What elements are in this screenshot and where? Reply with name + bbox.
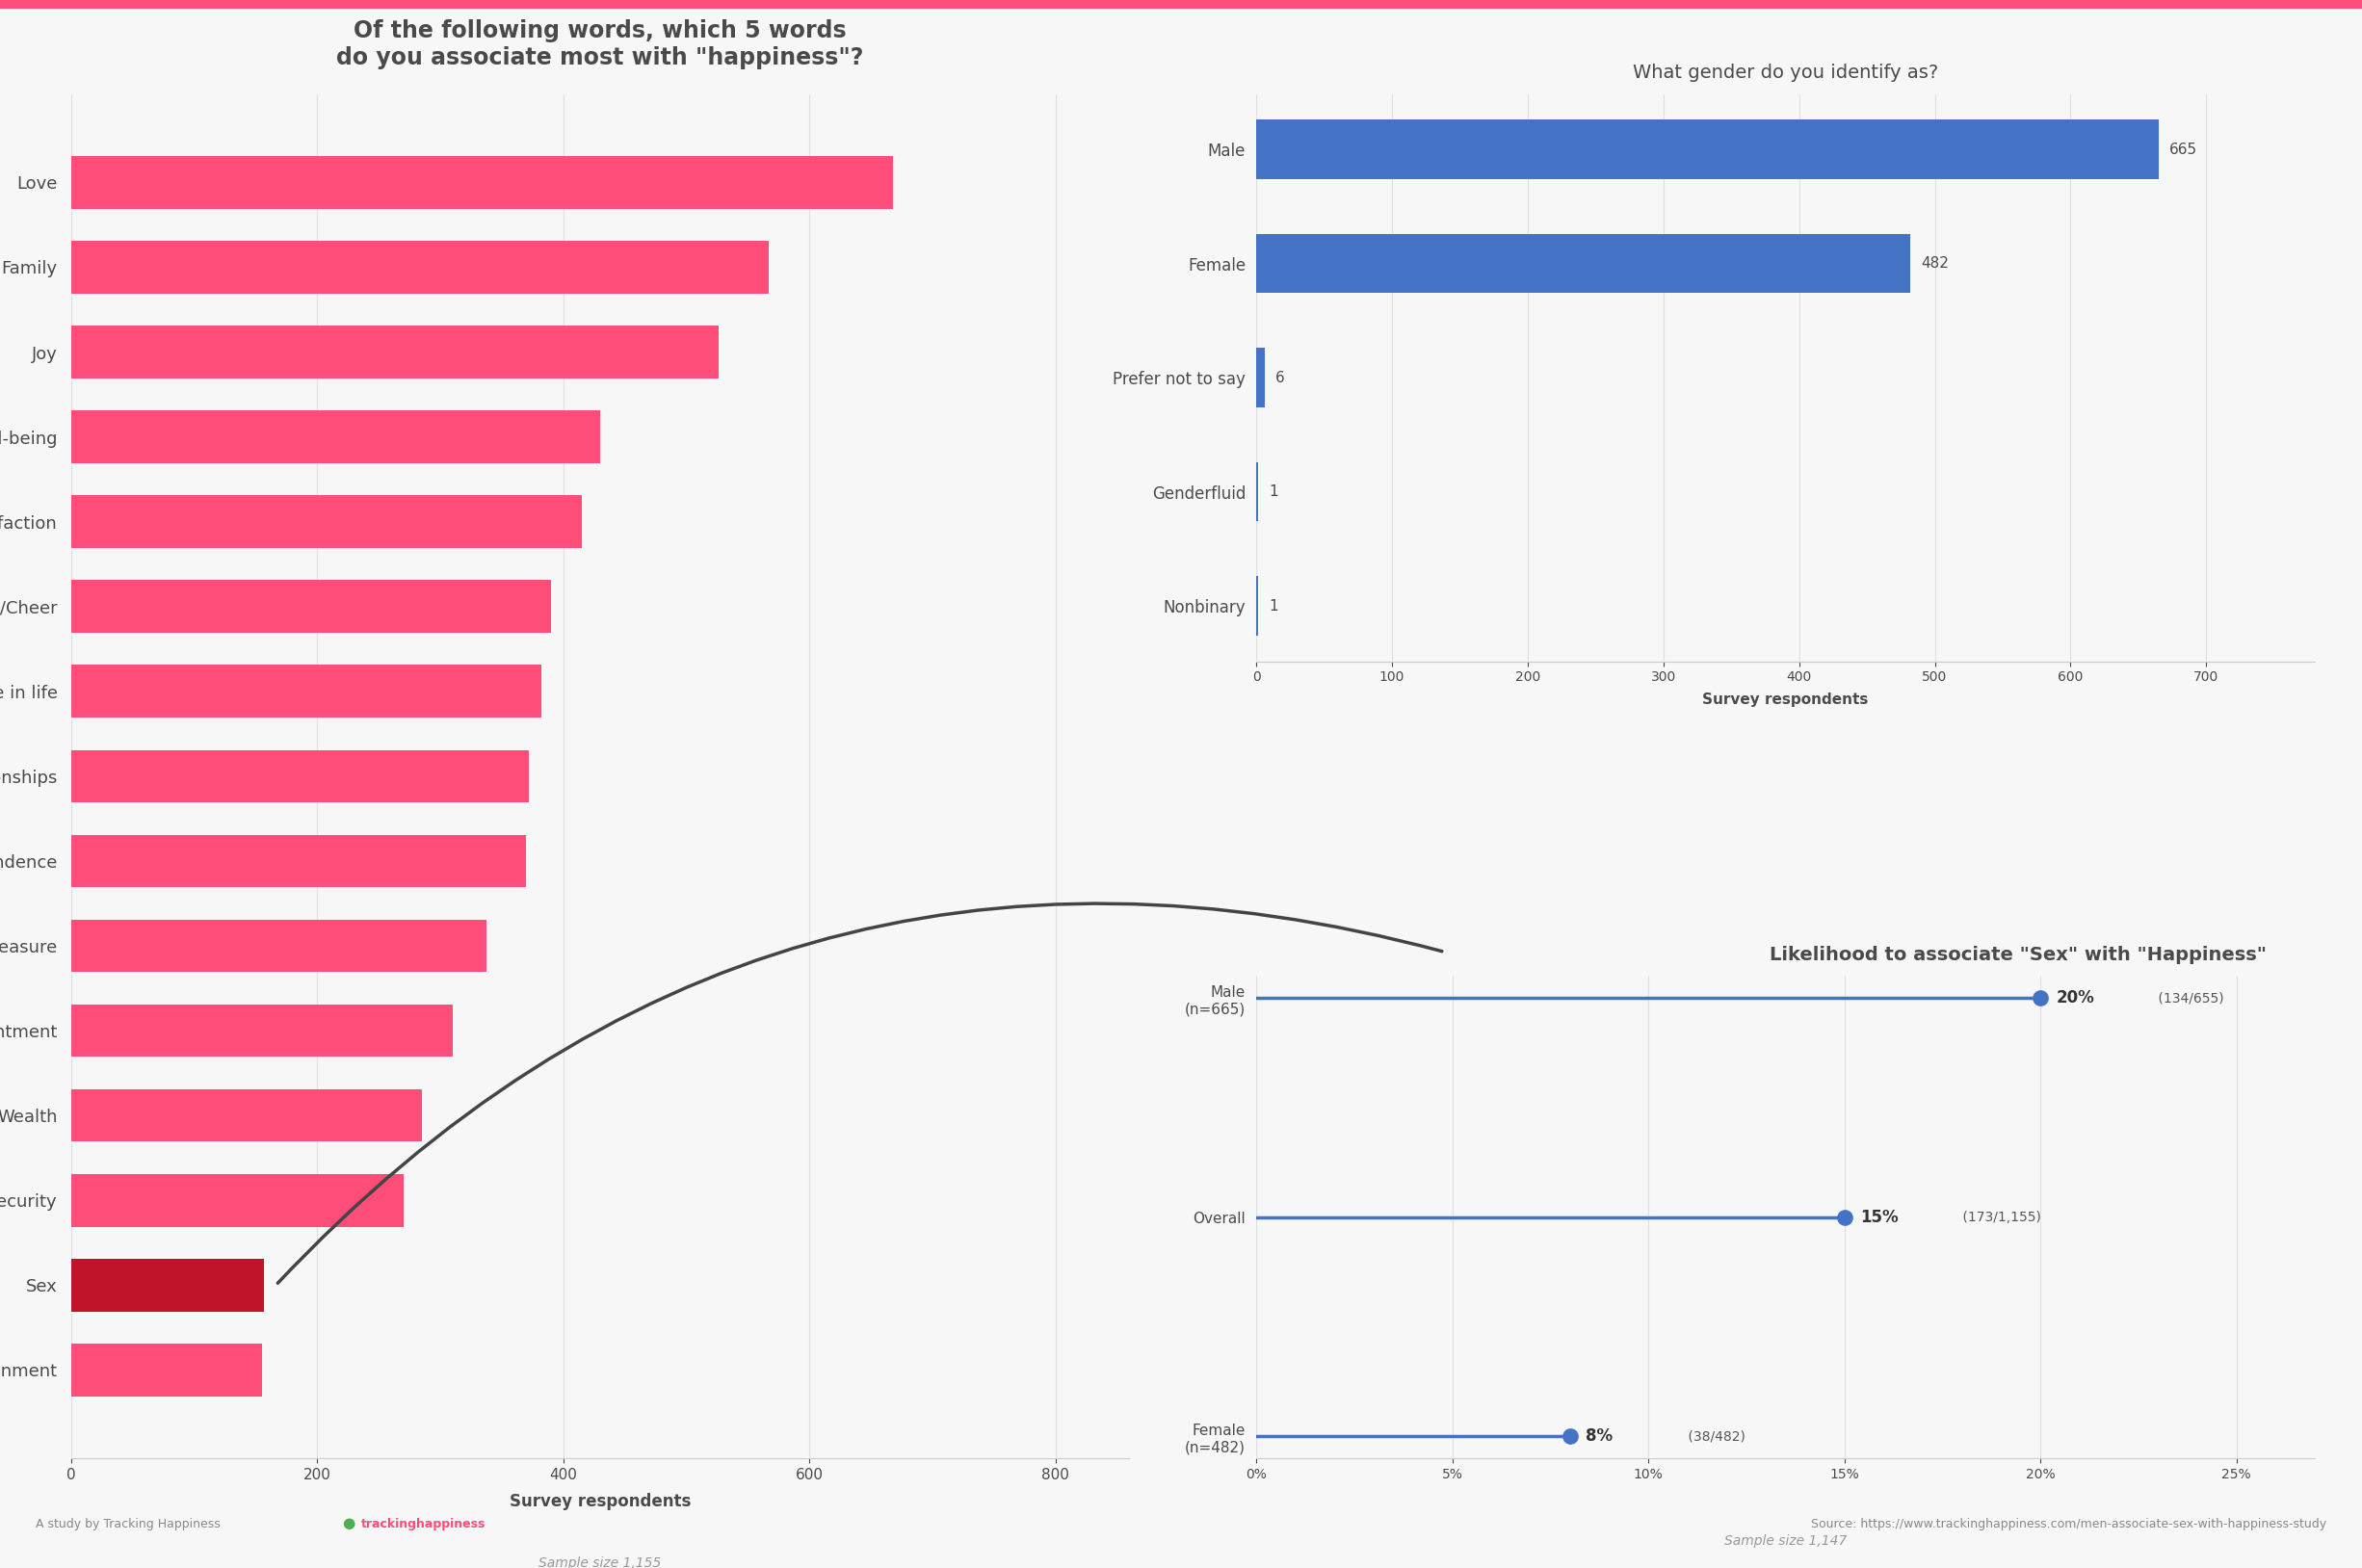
Text: ●: ● <box>342 1516 354 1530</box>
Bar <box>71 326 718 378</box>
X-axis label: Survey respondents: Survey respondents <box>510 1493 690 1510</box>
Bar <box>71 1344 262 1396</box>
Text: A study by Tracking Happiness: A study by Tracking Happiness <box>35 1518 227 1530</box>
Text: 1: 1 <box>1268 599 1278 613</box>
Text: (134/655): (134/655) <box>2154 991 2225 1005</box>
Bar <box>71 1005 454 1057</box>
Text: 8%: 8% <box>1585 1427 1613 1446</box>
Bar <box>71 1090 423 1142</box>
Text: trackinghappiness: trackinghappiness <box>361 1518 487 1530</box>
Text: 1: 1 <box>1268 485 1278 499</box>
Bar <box>1257 234 1911 293</box>
Text: 482: 482 <box>1920 257 1949 271</box>
Text: 20%: 20% <box>2055 989 2095 1007</box>
Title: Likelihood to associate "Sex" with "Happiness": Likelihood to associate "Sex" with "Happ… <box>1769 946 2268 964</box>
Bar <box>1257 119 2159 179</box>
Bar <box>71 241 768 293</box>
Text: Sample size 1,155: Sample size 1,155 <box>539 1557 661 1568</box>
Text: 15%: 15% <box>1859 1209 1899 1226</box>
Text: (38/482): (38/482) <box>1684 1430 1746 1443</box>
Bar <box>71 750 529 803</box>
Bar <box>71 919 487 972</box>
Text: 665: 665 <box>2171 143 2197 157</box>
Text: Sample size 1,147: Sample size 1,147 <box>1724 1535 1847 1548</box>
Title: What gender do you identify as?: What gender do you identify as? <box>1632 64 1939 82</box>
Title: Of the following words, which 5 words
do you associate most with "happiness"?: Of the following words, which 5 words do… <box>335 19 864 69</box>
Bar <box>1257 348 1264 408</box>
Text: 6: 6 <box>1275 370 1285 384</box>
Bar <box>71 157 893 209</box>
Text: Source: https://www.trackinghappiness.com/men-associate-sex-with-happiness-study: Source: https://www.trackinghappiness.co… <box>1812 1518 2327 1530</box>
Text: (173/1,155): (173/1,155) <box>1958 1210 2041 1225</box>
Bar <box>71 665 541 718</box>
Bar <box>71 1259 265 1311</box>
Bar <box>71 1174 404 1226</box>
Bar <box>71 495 581 547</box>
X-axis label: Survey respondents: Survey respondents <box>1703 691 1868 707</box>
Bar <box>71 580 550 633</box>
Bar <box>71 411 600 463</box>
Bar <box>71 834 527 887</box>
